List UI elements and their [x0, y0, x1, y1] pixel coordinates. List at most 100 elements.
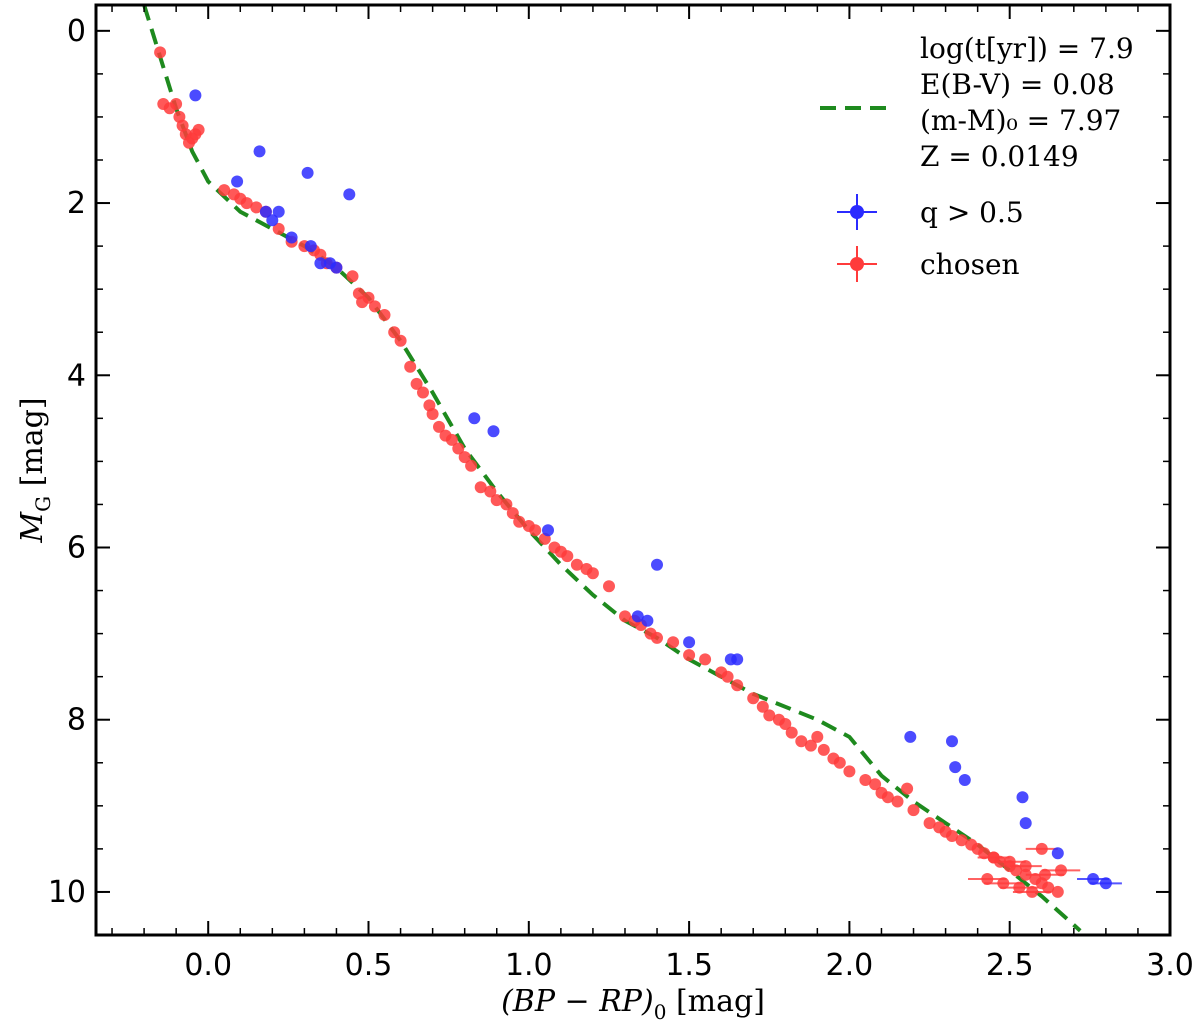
- q-point: [259, 205, 272, 218]
- y-tick-label: 6: [67, 531, 86, 566]
- chosen-point: [651, 631, 663, 644]
- q-point: [1016, 791, 1029, 804]
- q-point: [683, 636, 696, 649]
- chosen-point: [346, 270, 359, 283]
- chosen-point: [785, 726, 798, 739]
- chosen-point: [272, 222, 285, 235]
- q-point: [946, 735, 958, 748]
- chosen-point: [978, 847, 991, 860]
- q-point: [651, 558, 663, 571]
- y-axis-label-unit: [mag]: [15, 397, 50, 495]
- chosen-point: [907, 804, 920, 817]
- chosen-point: [843, 765, 856, 778]
- chosen-point: [811, 730, 824, 743]
- chosen-point: [452, 442, 465, 455]
- chosen-point: [881, 791, 894, 804]
- y-tick-label: 0: [67, 14, 86, 49]
- chosen-point: [250, 201, 263, 214]
- chosen-point: [869, 778, 882, 791]
- y-axis-label-main: M: [15, 511, 50, 544]
- legend-isochrone-age: log(t[yr]) = 7.9: [920, 32, 1134, 65]
- chosen-point: [1003, 855, 1016, 868]
- chosen-point: [1051, 885, 1064, 898]
- q-point: [731, 653, 744, 666]
- chosen-point: [1042, 881, 1055, 894]
- q-point: [189, 89, 202, 102]
- chosen-point: [1026, 885, 1039, 898]
- x-tick-label: 0.5: [345, 948, 393, 983]
- q-point: [231, 175, 244, 188]
- chosen-point: [901, 782, 914, 795]
- q-point: [904, 730, 917, 743]
- chosen-point: [1035, 842, 1048, 855]
- legend-isochrone-ebv: E(B-V) = 0.08: [920, 68, 1115, 101]
- chosen-point: [433, 420, 445, 433]
- legend-chosen-label: chosen: [920, 248, 1020, 281]
- plot-frame: [94, 3, 1172, 937]
- x-tick-label: 3.0: [1146, 948, 1194, 983]
- x-axis-label-sub: 0: [654, 1000, 667, 1023]
- legend-isochrone-z: Z = 0.0149: [920, 140, 1079, 173]
- chosen-point: [404, 360, 417, 373]
- legend-isochrone-dm: (m-M)₀ = 7.97: [920, 104, 1121, 137]
- chosen-point: [154, 46, 167, 59]
- q-point: [253, 145, 266, 158]
- chosen-point: [426, 408, 439, 420]
- chosen-point: [987, 851, 1000, 864]
- chosen-point: [474, 481, 487, 494]
- q-point: [330, 261, 343, 274]
- chosen-point: [1039, 868, 1051, 881]
- q-point: [301, 166, 314, 179]
- legend-q-marker: [837, 194, 877, 230]
- x-tick-label: 2.0: [826, 948, 874, 983]
- chosen-point: [981, 873, 994, 885]
- y-axis-ticks: 0 2 4 6 8 10: [48, 14, 1170, 936]
- legend: log(t[yr]) = 7.9 E(B-V) = 0.08 (m-M)₀ = …: [820, 32, 1134, 282]
- q-point: [1019, 817, 1032, 830]
- isochrone-line: [142, 4, 1082, 933]
- q-point: [542, 524, 554, 537]
- chosen-point: [484, 485, 497, 498]
- x-axis-label-unit: [mag]: [666, 984, 764, 1019]
- chosen-point: [1055, 864, 1067, 877]
- isochrone-layer: [142, 4, 1082, 933]
- chosen-point: [667, 636, 680, 649]
- y-tick-label: 4: [67, 358, 86, 393]
- chosen-point: [859, 774, 872, 786]
- chosen-point: [699, 653, 712, 666]
- chosen-point: [683, 649, 696, 662]
- chosen-point: [619, 610, 631, 623]
- chosen-point: [747, 692, 760, 705]
- q-point: [1099, 877, 1112, 890]
- chosen-point: [417, 386, 429, 399]
- chosen-point: [218, 184, 231, 197]
- q-point: [631, 610, 644, 623]
- chosen-point: [817, 743, 830, 756]
- chosen-point: [458, 451, 471, 464]
- q-point: [272, 205, 285, 218]
- q-point: [304, 240, 317, 253]
- chosen-point: [721, 670, 734, 683]
- y-tick-label: 8: [67, 703, 86, 738]
- chosen-point: [603, 580, 615, 593]
- chosen-point: [500, 498, 513, 511]
- chosen-point: [804, 739, 817, 752]
- chosen-points: [154, 46, 1081, 898]
- chosen-point: [170, 98, 183, 110]
- chosen-point: [394, 334, 407, 347]
- chosen-point: [378, 309, 391, 321]
- q-point: [1051, 847, 1064, 860]
- chosen-point: [445, 433, 458, 446]
- chosen-point: [997, 877, 1010, 890]
- chosen-point: [756, 700, 769, 713]
- chosen-point: [1019, 868, 1032, 881]
- chosen-point: [506, 507, 519, 520]
- chosen-point: [833, 756, 846, 769]
- chosen-point: [368, 300, 381, 313]
- x-tick-label: 2.5: [986, 948, 1034, 983]
- chosen-point: [779, 718, 792, 730]
- q-point: [314, 257, 327, 270]
- q-point: [641, 614, 654, 627]
- chosen-point: [388, 326, 401, 339]
